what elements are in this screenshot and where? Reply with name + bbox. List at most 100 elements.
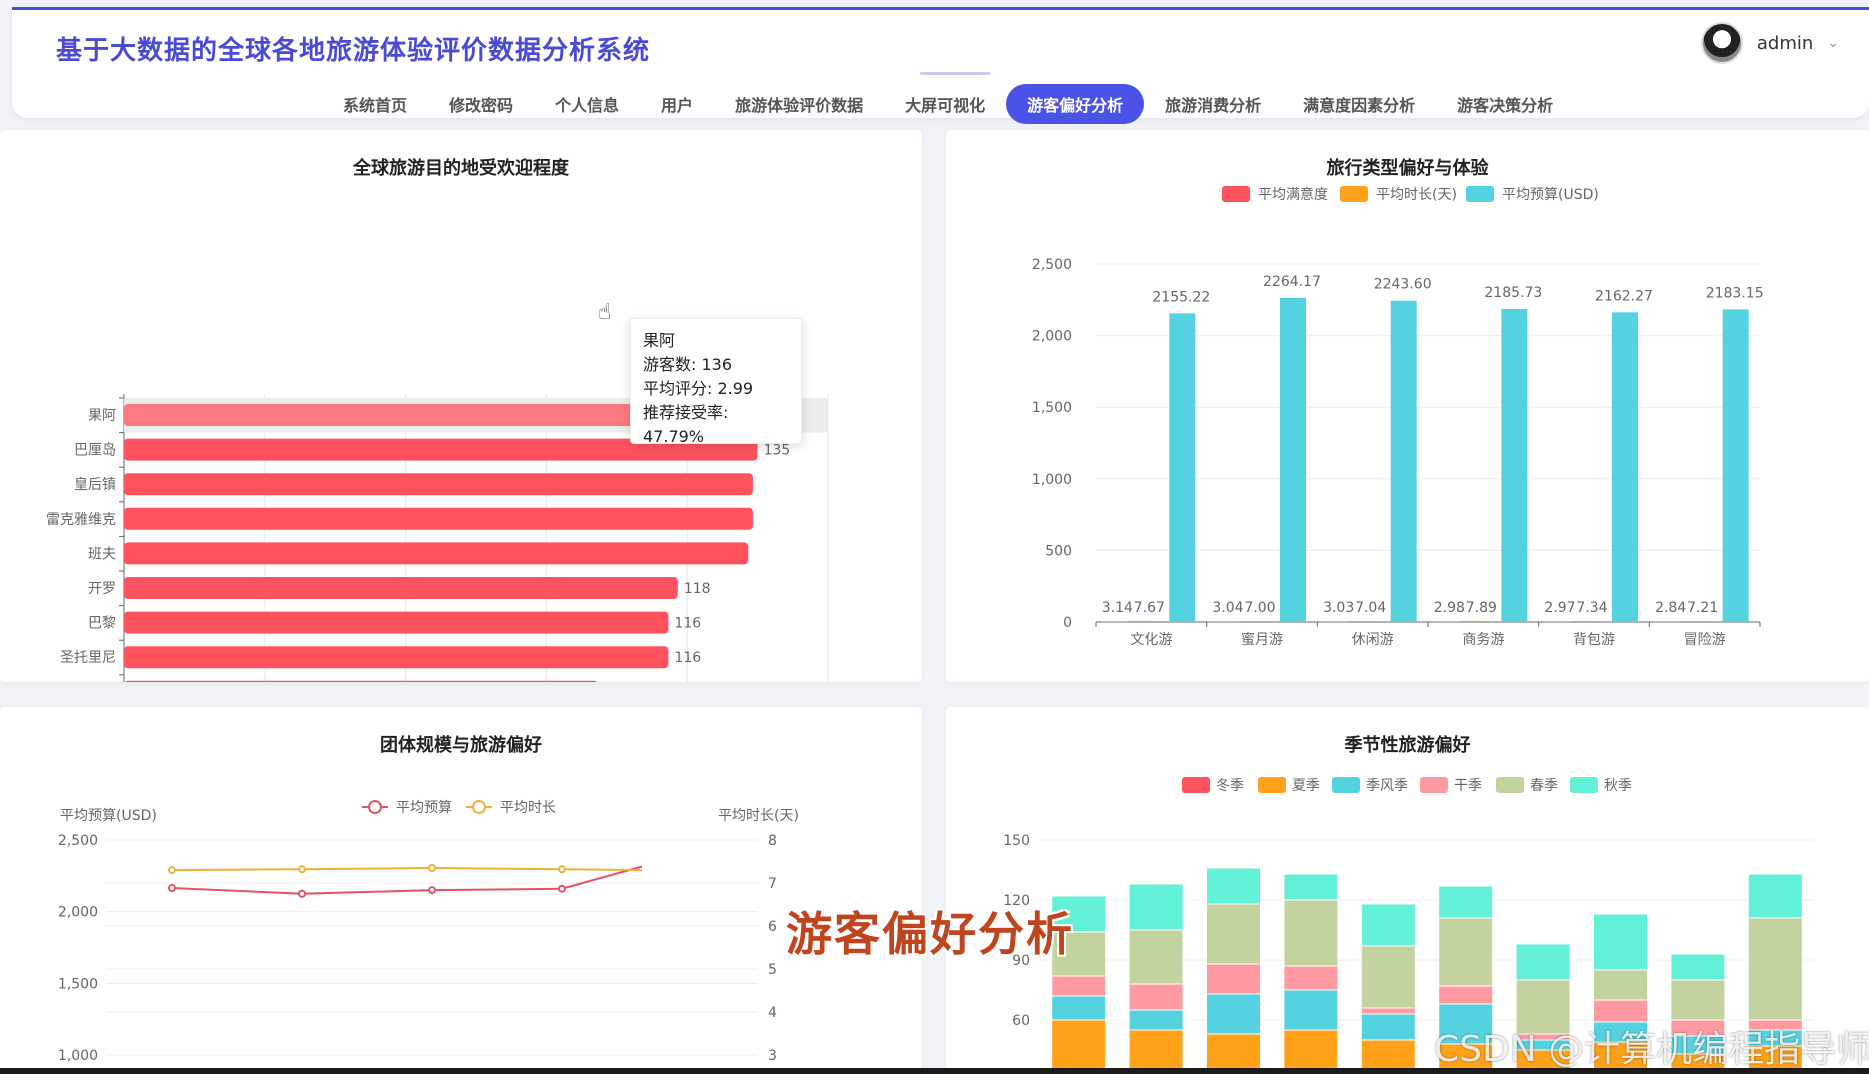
bar <box>1722 309 1749 622</box>
nav-item-profile[interactable]: 个人信息 <box>555 96 620 115</box>
data-label: 3.03 <box>1323 600 1354 616</box>
pointer-cursor-icon: ☝ <box>598 300 612 325</box>
stacked-bar-segment <box>1128 929 1184 985</box>
y-tick-label: 500 <box>1045 543 1072 559</box>
y-tick-label: 1,000 <box>1032 472 1072 488</box>
stacked-bar-segment <box>1206 1033 1261 1074</box>
chart-title: 旅行类型偏好与体验 <box>1326 158 1489 179</box>
nav-indicator <box>920 72 990 75</box>
y-tick-label: 90 <box>1012 953 1030 969</box>
data-point <box>298 865 306 874</box>
chart-title: 季节性旅游偏好 <box>1344 735 1471 756</box>
y-tick-label: 皇后镇 <box>74 477 116 493</box>
data-label: 2183.15 <box>1706 285 1764 301</box>
y-tick-label: 雷克雅维克 <box>46 512 116 528</box>
tooltip-title: 果阿 <box>643 331 676 350</box>
nav-item-change-password[interactable]: 修改密码 <box>449 96 514 115</box>
data-label: 7.67 <box>1134 600 1165 616</box>
username[interactable]: admin <box>1756 32 1814 54</box>
x-tick-label: 冒险游 <box>1684 632 1726 648</box>
legend-swatch <box>1182 777 1210 793</box>
stacked-bar-segment <box>1593 999 1648 1023</box>
data-point <box>558 865 566 874</box>
legend-swatch <box>1258 777 1286 793</box>
nav-item-preference-analysis[interactable]: 游客偏好分析 <box>1006 84 1145 124</box>
legend-label: 平均预算(USD) <box>1502 187 1599 203</box>
nav-item-review-data[interactable]: 旅游体验评价数据 <box>735 96 864 115</box>
user-menu[interactable]: admin ⌄ <box>1700 22 1839 64</box>
watermark: CSDN @计算机编程指导师 <box>1434 1029 1869 1070</box>
data-point <box>298 889 306 898</box>
y-tick-label: 2,000 <box>1032 329 1072 345</box>
group-size-chart: 3 4 5 6 7 8 1,000 1,500 2,000 2,500 平均预算(USD) 平均时长(… <box>58 800 799 1064</box>
data-point <box>428 886 436 895</box>
seasonal-preference-chart: 150 120 90 60 冬季 夏季 季风季 干季 春季 秋季 <box>1003 777 1814 1074</box>
data-label: 2264.17 <box>1263 274 1321 290</box>
bar <box>1238 620 1264 622</box>
bar <box>1680 620 1707 622</box>
y-tick-label: 150 <box>1003 833 1030 849</box>
bar <box>1459 620 1486 622</box>
travel-type-chart: 0 500 1,000 1,500 2,000 2,500 平均满意度 平均时长(天) 平均预算… <box>1032 186 1764 648</box>
stacked-bar-segment <box>1283 965 1339 991</box>
chart-title: 团体规模与旅游偏好 <box>380 735 542 756</box>
bar <box>1348 620 1375 622</box>
data-label: 7.34 <box>1576 600 1607 616</box>
nav-item-dashboard[interactable]: 大屏可视化 <box>905 96 986 115</box>
data-label: 3.14 <box>1102 600 1133 616</box>
bottom-bar <box>0 1068 1869 1074</box>
data-label: 7.00 <box>1244 600 1275 616</box>
chart-tooltip: 果阿 游客数: 136 平均评分: 2.99 推荐接受率: 47.79% <box>630 318 802 446</box>
left-tick-label: 2,000 <box>58 905 98 921</box>
top-accent-line <box>12 7 1869 10</box>
stacked-bar-segment <box>1593 969 1648 1001</box>
stacked-bar-segment <box>1283 899 1339 967</box>
data-point <box>168 866 176 875</box>
y-tick-label: 巴厘岛 <box>74 443 116 459</box>
data-label: 3.04 <box>1212 600 1243 616</box>
y-tick-label: 2,500 <box>1032 257 1072 273</box>
right-tick-label: 4 <box>768 1005 777 1021</box>
x-tick-label: 文化游 <box>1130 632 1172 648</box>
bar <box>1169 313 1196 622</box>
nav-item-spending-analysis[interactable]: 旅游消费分析 <box>1165 96 1262 115</box>
legend-label: 平均时长 <box>500 800 556 816</box>
data-label: 116 <box>674 650 701 666</box>
data-label: 7.04 <box>1355 600 1386 616</box>
legend-label: 夏季 <box>1292 778 1320 794</box>
stacked-bar-segment <box>1051 995 1107 1021</box>
stacked-bar-segment <box>1283 989 1339 1031</box>
data-label: 7.89 <box>1466 600 1497 616</box>
stacked-bar-segment <box>1670 979 1726 1021</box>
right-tick-label: 3 <box>768 1048 777 1064</box>
stacked-bar-segment <box>1206 963 1261 995</box>
stacked-bar-segment <box>1283 1029 1339 1074</box>
legend-swatch <box>1570 777 1598 793</box>
left-tick-label: 2,500 <box>58 833 98 849</box>
nav-item-decision-analysis[interactable]: 游客决策分析 <box>1457 96 1554 115</box>
bar <box>124 646 669 669</box>
nav-item-users[interactable]: 用户 <box>661 96 694 115</box>
stacked-bar-segment <box>1283 873 1339 901</box>
nav-item-satisfaction-analysis[interactable]: 满意度因素分析 <box>1303 96 1416 115</box>
right-tick-label: 5 <box>768 962 777 978</box>
data-label: 116 <box>674 616 701 632</box>
stacked-bar-segment <box>1360 1013 1416 1041</box>
legend-swatch <box>1420 777 1448 793</box>
data-label: 118 <box>684 581 711 597</box>
chevron-down-icon[interactable]: ⌄ <box>1827 35 1839 51</box>
legend-label: 冬季 <box>1216 778 1244 794</box>
x-tick-label: 休闲游 <box>1352 632 1394 648</box>
legend-label: 平均预算 <box>396 800 452 816</box>
stacked-bar-segment <box>1051 975 1107 997</box>
avatar[interactable] <box>1700 22 1743 64</box>
group-size-panel: 团体规模与旅游偏好 3 4 5 6 7 8 1,000 1,500 2,000 2,500 平均预算… <box>0 707 922 1074</box>
nav-item-home[interactable]: 系统首页 <box>343 96 408 115</box>
stacked-bar-segment <box>1438 917 1494 987</box>
y-tick-label: 果阿 <box>88 408 116 424</box>
y-tick-label: 1,500 <box>1032 400 1072 416</box>
stacked-bar-segment <box>1670 953 1726 981</box>
tooltip-line: 推荐接受率: 47.79% <box>643 403 729 446</box>
y-tick-label: 圣托里尼 <box>60 650 116 666</box>
data-label: 2185.73 <box>1484 285 1542 301</box>
